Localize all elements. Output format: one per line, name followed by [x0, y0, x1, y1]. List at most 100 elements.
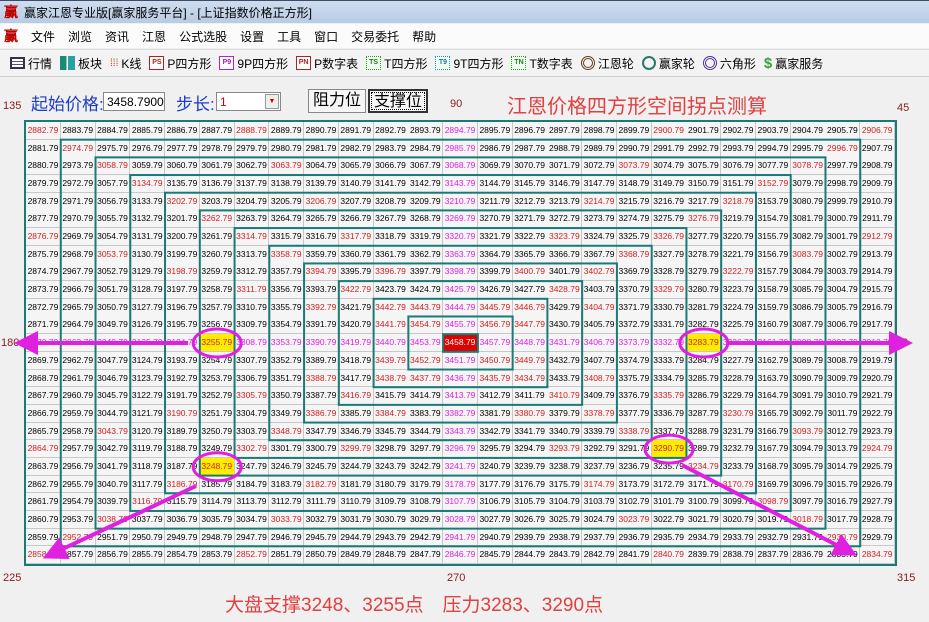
grid-cell: 3147.79: [582, 175, 618, 193]
grid-cell: 3400.79: [512, 263, 548, 282]
grid-cell: 3203.79: [199, 192, 235, 211]
menu-formula-screen[interactable]: 公式选股: [179, 29, 228, 44]
grid-cell: 3127.79: [130, 298, 166, 317]
grid-cell: 3172.79: [651, 475, 687, 494]
grid-cell: 3431.79: [547, 334, 583, 352]
grid-cell: 2980.79: [269, 139, 305, 158]
toolbar-9p-square[interactable]: P9 9P四方形: [219, 55, 288, 72]
toolbar-sectors[interactable]: 板块: [60, 55, 102, 72]
grid-cell: 3145.79: [512, 175, 548, 193]
grid-cell: 3321.79: [477, 228, 513, 246]
toolbar-gann-wheel[interactable]: 江恩轮: [580, 55, 634, 72]
grid-cell: 3228.79: [721, 369, 757, 388]
grid-cell: 3440.79: [373, 334, 409, 352]
grid-cell: 2872.79: [26, 298, 61, 317]
grid-cell: 3264.79: [269, 210, 305, 229]
grid-cell: 3168.79: [755, 457, 791, 476]
grid-cell: 2907.79: [860, 139, 896, 158]
grid-cell: 3152.79: [755, 175, 791, 193]
grid-cell: 3411.79: [512, 387, 548, 406]
grid-cell: 3314.79: [234, 228, 270, 246]
grid-cell: 3412.79: [477, 387, 513, 406]
grid-cell: 3355.79: [269, 298, 305, 317]
menu-news[interactable]: 资讯: [105, 29, 130, 44]
grid-cell: 3068.79: [443, 157, 479, 176]
toolbar-t-number-table[interactable]: TN T数字表: [511, 55, 573, 72]
grid-cell: 3346.79: [338, 422, 374, 441]
toolbar-label: T数字表: [529, 56, 573, 71]
toolbar-kline[interactable]: ⁞⁞⁞ K线: [110, 55, 141, 72]
angle-label-90: 90: [450, 98, 463, 110]
chevron-down-icon[interactable]: ▼: [265, 94, 279, 109]
grid-cell: 2931.79: [790, 528, 826, 547]
grid-cell: 3105.79: [512, 493, 548, 512]
menu-file[interactable]: 文件: [31, 29, 56, 44]
grid-cell: 2856.79: [95, 546, 131, 565]
grid-cell: 2942.79: [408, 528, 444, 547]
menu-gann[interactable]: 江恩: [142, 29, 167, 44]
grid-cell: 3229.79: [721, 387, 757, 406]
grid-cell: 3361.79: [373, 245, 409, 264]
grid-cell: 3177.79: [477, 475, 513, 494]
grid-cell: 3371.79: [616, 298, 652, 317]
grid-cell: 3211.79: [477, 192, 513, 211]
grid-cell: 2915.79: [860, 281, 896, 299]
toolbar-p-number-table[interactable]: PN P数字表: [296, 55, 358, 72]
grid-cell: 3158.79: [755, 281, 791, 299]
grid-cell: 3134.79: [130, 175, 166, 193]
toolbar-p-square[interactable]: PS P四方形: [149, 55, 211, 72]
grid-cell: 3256.79: [199, 316, 235, 335]
menu-help[interactable]: 帮助: [412, 29, 437, 44]
grid-cell: 2978.79: [199, 139, 235, 158]
grid-cell: 3267.79: [373, 210, 409, 229]
grid-cell: 3455.79: [443, 316, 479, 335]
grid-cell: 3089.79: [790, 351, 826, 370]
support-button[interactable]: 支撑位: [368, 89, 429, 113]
grid-cell: 3179.79: [408, 475, 444, 494]
grid-cell: 3124.79: [130, 351, 166, 370]
toolbar-quotes[interactable]: 行情: [10, 55, 52, 72]
toolbar-9t-square[interactable]: T9 9T四方形: [435, 55, 503, 72]
grid-cell: 3051.79: [95, 281, 131, 299]
menu-settings[interactable]: 设置: [240, 29, 265, 44]
grid-cell: 3199.79: [165, 245, 200, 264]
grid-cell: 3017.79: [825, 510, 861, 529]
grid-cell: 3135.79: [165, 175, 200, 193]
toolbar-winner-service[interactable]: $ 赢家服务: [764, 55, 823, 72]
menu-tools[interactable]: 工具: [277, 29, 302, 44]
grid-cell: 3156.79: [755, 245, 791, 264]
grid-cell: 3330.79: [651, 298, 687, 317]
menu-browse[interactable]: 浏览: [68, 29, 93, 44]
toolbar-winner-wheel[interactable]: 赢家轮: [641, 55, 695, 72]
grid-cell: 2854.79: [165, 546, 200, 565]
menu-trade[interactable]: 交易委托: [351, 29, 400, 44]
grid-cell: 3012.79: [825, 422, 861, 441]
grid-cell: 3040.79: [95, 475, 131, 494]
grid-cell: 2889.79: [269, 122, 305, 140]
grid-cell: 2908.79: [860, 157, 896, 176]
grid-cell: 2913.79: [860, 245, 896, 264]
resistance-button[interactable]: 阻力位: [308, 89, 367, 113]
grid-cell: 3376.79: [616, 387, 652, 406]
grid-cell: 3065.79: [338, 157, 374, 176]
grid-cell: 2994.79: [755, 139, 791, 158]
grid-cell: 2923.79: [860, 422, 896, 441]
grid-cell: 3180.79: [373, 475, 409, 494]
grid-cell: 3247.79: [234, 457, 270, 476]
grid-cell: 2975.79: [95, 139, 131, 158]
toolbar-hexagon[interactable]: 六角形: [702, 55, 756, 72]
toolbar-t-square[interactable]: TS T四方形: [366, 55, 427, 72]
step-select[interactable]: 1 ▼: [216, 92, 281, 111]
grid-cell: 2955.79: [60, 475, 96, 494]
grid-cell: 3253.79: [199, 369, 235, 388]
grid-cell: 3259.79: [199, 263, 235, 282]
grid-cell: 2837.79: [755, 546, 791, 565]
menu-window[interactable]: 窗口: [314, 29, 339, 44]
grid-cell: 2834.79: [860, 546, 896, 565]
grid-cell: 3080.79: [790, 192, 826, 211]
grid-cell: 2997.79: [825, 157, 861, 176]
title-bar: 赢 赢家江恩专业版[赢家服务平台] - [上证指数价格正方形]: [0, 0, 929, 23]
start-price-input[interactable]: 3458.7900: [103, 92, 165, 111]
grid-cell: 3312.79: [234, 263, 270, 282]
grid-cell: 3138.79: [269, 175, 305, 193]
